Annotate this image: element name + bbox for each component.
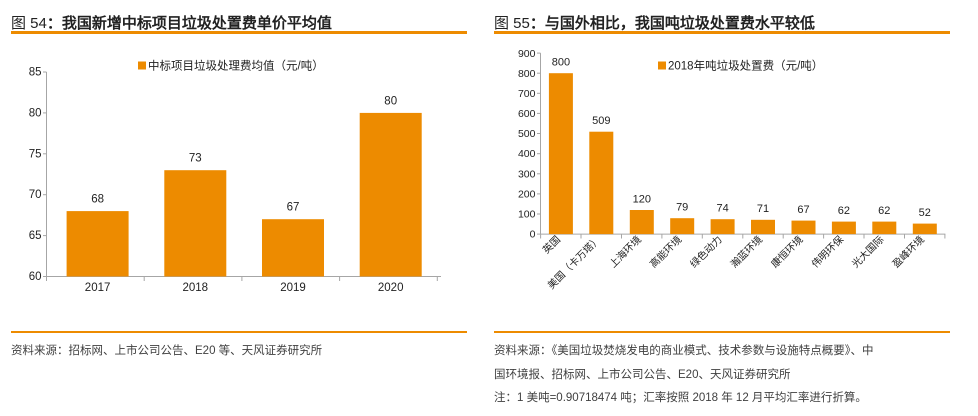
svg-text:62: 62 [838,205,850,217]
svg-text:中标项目垃圾处理费均值（元/吨）: 中标项目垃圾处理费均值（元/吨） [148,59,324,73]
svg-text:79: 79 [676,202,688,214]
svg-text:71: 71 [757,203,769,215]
svg-text:盈峰环境: 盈峰环境 [889,233,926,270]
svg-text:800: 800 [552,57,570,69]
svg-text:上海环境: 上海环境 [606,233,643,270]
svg-text:2017: 2017 [85,282,111,294]
svg-text:52: 52 [919,207,931,219]
svg-text:85: 85 [29,67,42,79]
svg-text:2019: 2019 [280,282,306,294]
svg-text:600: 600 [518,108,536,120]
svg-text:68: 68 [91,194,104,206]
svg-text:120: 120 [633,193,651,205]
svg-text:70: 70 [29,189,42,201]
svg-text:100: 100 [518,209,536,221]
svg-text:伟明环保: 伟明环保 [809,233,846,270]
svg-text:67: 67 [287,202,300,214]
svg-text:900: 900 [518,48,536,60]
svg-text:高能环境: 高能环境 [647,233,684,270]
svg-text:200: 200 [518,188,536,200]
svg-text:509: 509 [592,115,610,127]
svg-text:700: 700 [518,88,536,100]
svg-text:800: 800 [518,68,536,80]
svg-text:60: 60 [29,271,42,283]
svg-text:73: 73 [189,153,202,165]
svg-text:瀚蓝环境: 瀚蓝环境 [728,233,765,270]
svg-text:2018年吨垃圾处置费（元/吨）: 2018年吨垃圾处置费（元/吨） [668,59,823,73]
svg-text:英国: 英国 [540,233,563,256]
svg-text:康恒环境: 康恒环境 [768,233,805,270]
svg-text:0: 0 [530,229,536,241]
svg-text:67: 67 [797,204,809,216]
svg-text:62: 62 [878,205,890,217]
svg-text:80: 80 [384,95,397,107]
svg-text:400: 400 [518,148,536,160]
svg-text:500: 500 [518,128,536,140]
svg-text:80: 80 [29,107,42,119]
svg-text:光大国际: 光大国际 [849,233,886,270]
svg-text:74: 74 [716,203,728,215]
svg-text:2020: 2020 [378,282,404,294]
svg-text:300: 300 [518,168,536,180]
svg-text:绿色动力: 绿色动力 [687,233,724,270]
svg-text:2018: 2018 [183,282,209,294]
svg-text:75: 75 [29,148,42,160]
svg-text:65: 65 [29,230,42,242]
